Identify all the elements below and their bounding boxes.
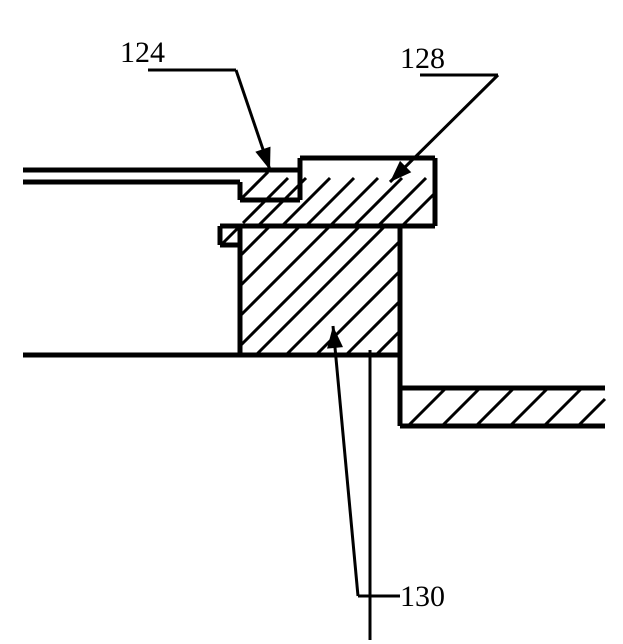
technical-figure (0, 0, 623, 644)
callout-label-130: 130 (400, 580, 445, 614)
callout-label-124: 124 (120, 36, 165, 70)
callout-label-128: 128 (400, 42, 445, 76)
